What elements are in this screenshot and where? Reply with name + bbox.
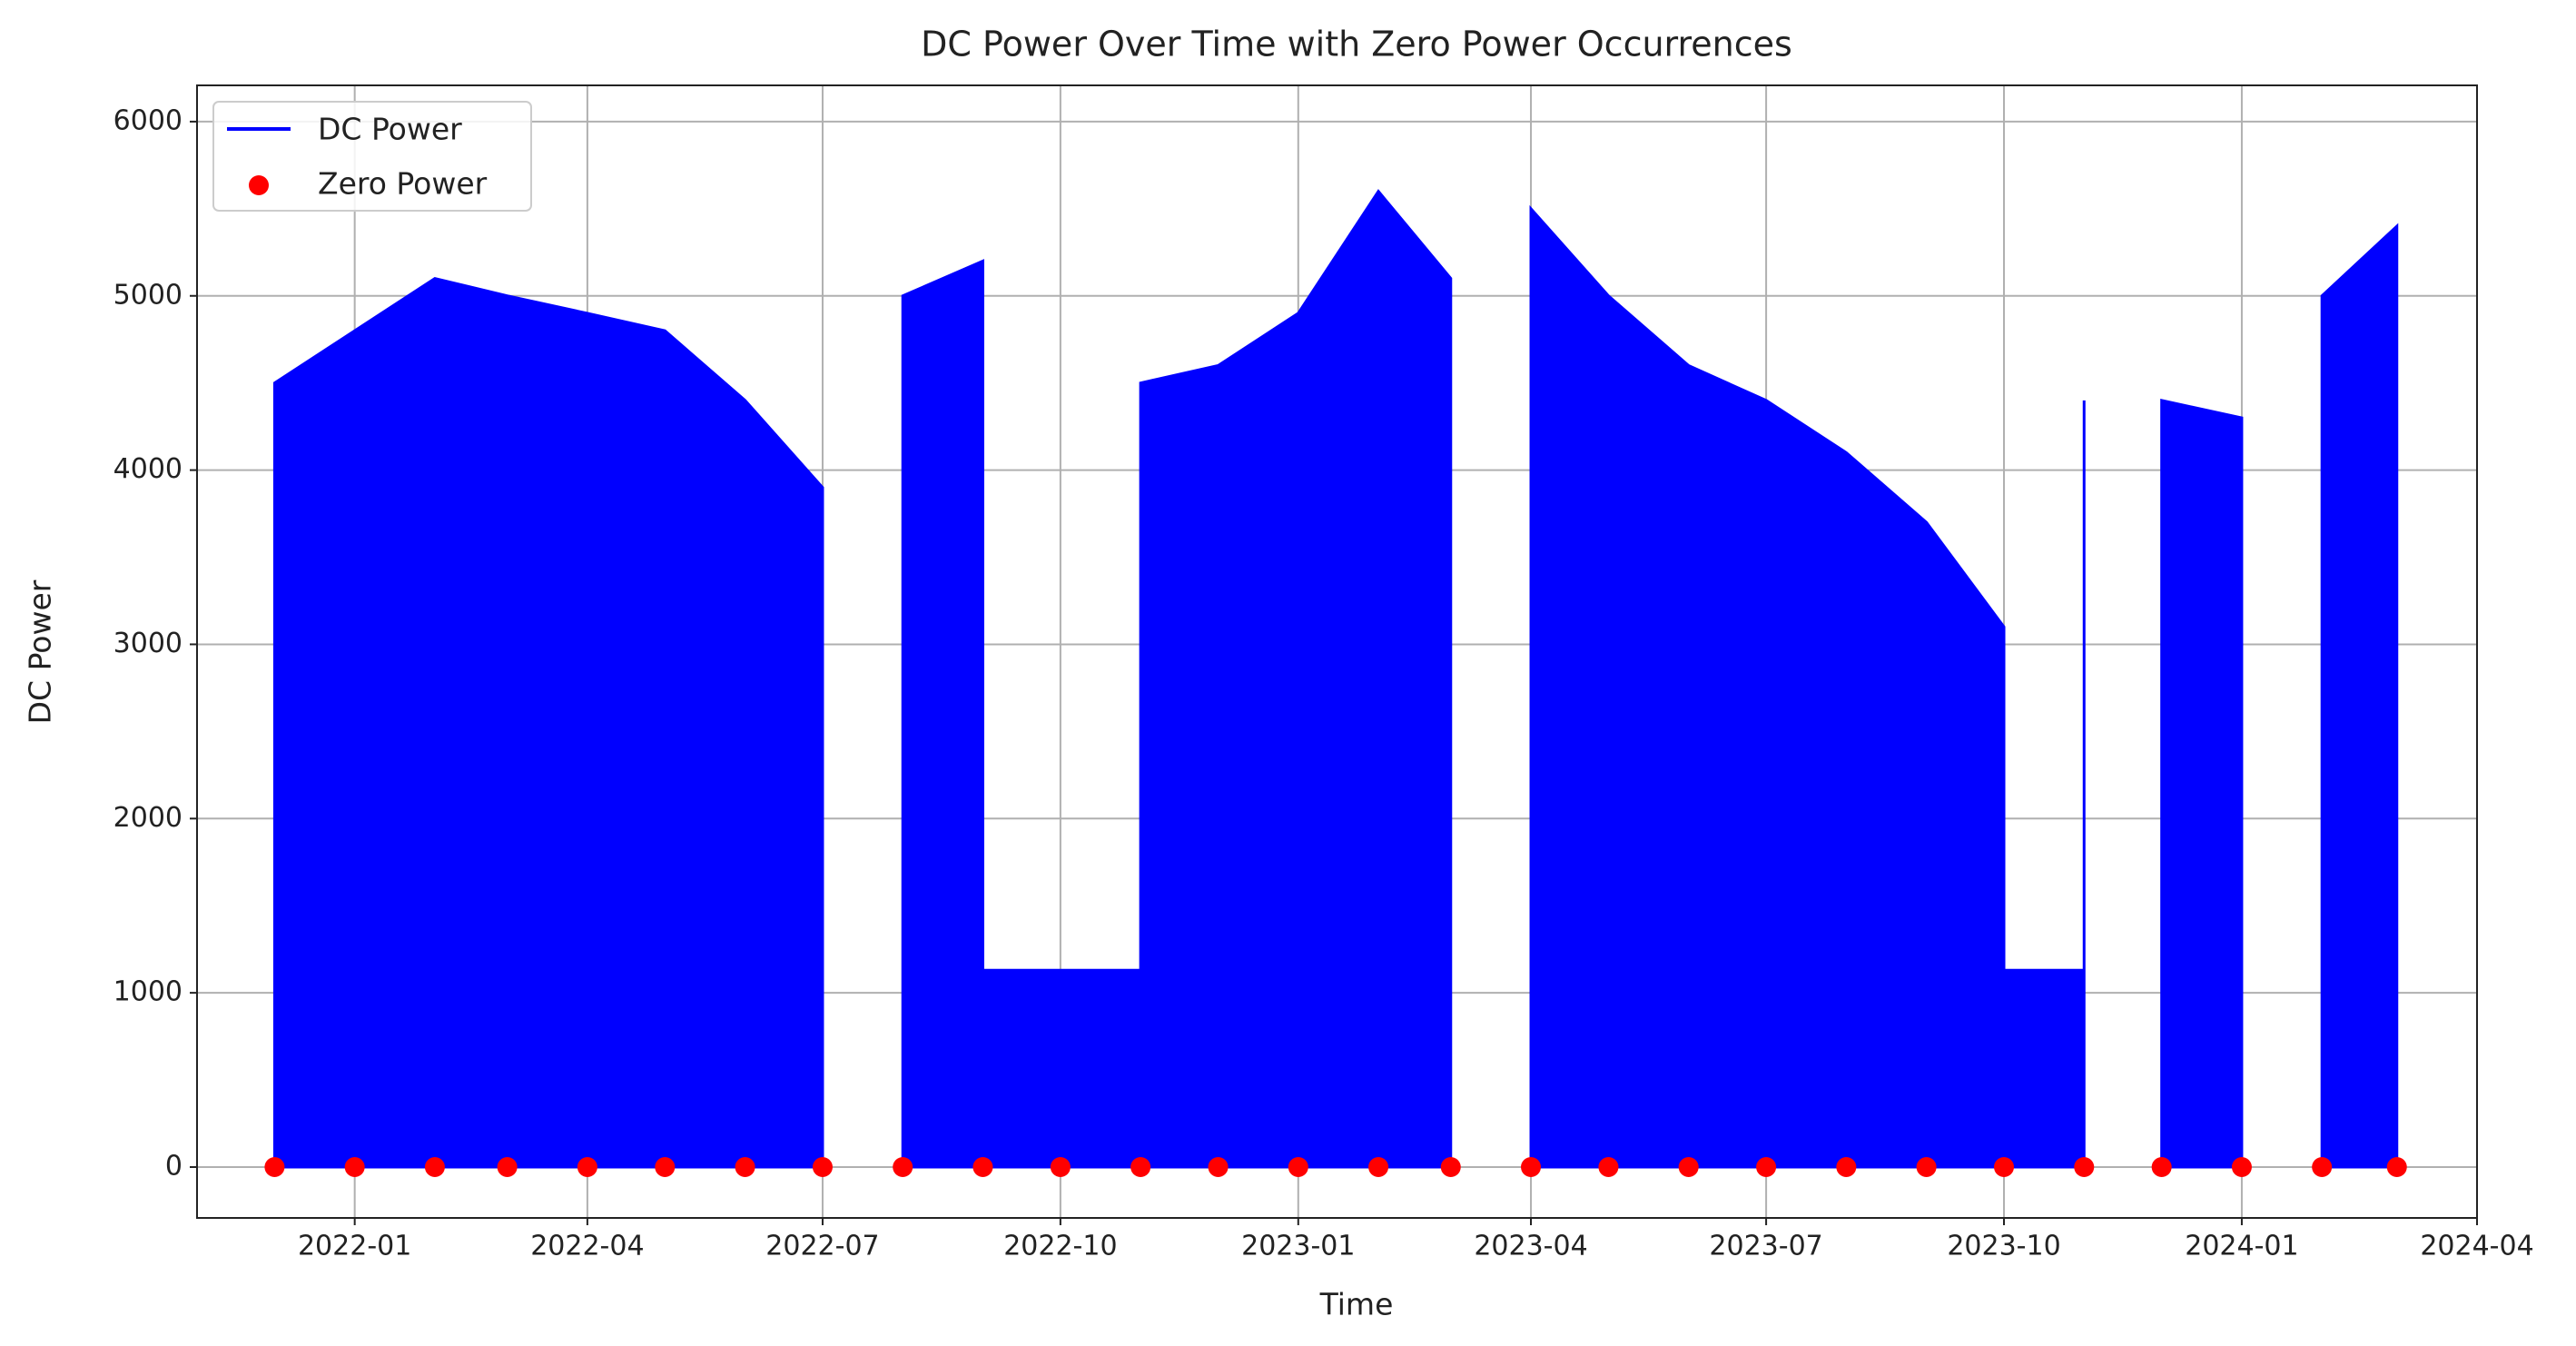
zero-point — [1288, 1156, 1308, 1177]
zero-point — [344, 1156, 365, 1177]
x-tick-label: 2024-04 — [2420, 1231, 2533, 1262]
x-tick-label: 2023-07 — [1709, 1231, 1822, 1262]
zero-point — [1521, 1156, 1542, 1177]
line — [272, 276, 824, 1169]
chart-title: DC Power Over Time with Zero Power Occur… — [921, 25, 1792, 64]
zero-point — [424, 1156, 445, 1177]
zero-point — [264, 1156, 285, 1177]
x-tick-label: 2023-01 — [1241, 1231, 1355, 1262]
zero-point — [2386, 1156, 2407, 1177]
x-tick-label: 2022-04 — [530, 1231, 644, 1262]
legend: DC Power Zero Power — [212, 101, 532, 212]
zero-point — [1678, 1156, 1699, 1177]
x-tick-label: 2023-04 — [1474, 1231, 1587, 1262]
x-tick-label: 2022-10 — [1003, 1231, 1117, 1262]
legend-marker — [249, 175, 269, 195]
line — [1529, 204, 2006, 1169]
y-tick-label: 5000 — [114, 279, 183, 311]
zero-point — [1050, 1156, 1071, 1177]
zero-point — [972, 1156, 993, 1177]
legend-box — [212, 101, 532, 212]
line — [2160, 398, 2244, 1169]
zero-point — [1440, 1156, 1461, 1177]
y-tick-label: 3000 — [114, 628, 183, 659]
plot-frame — [196, 84, 2478, 1219]
x-tick-label: 2024-01 — [2185, 1231, 2298, 1262]
zero-point — [1916, 1156, 1937, 1177]
x-tick-label: 2023-10 — [1947, 1231, 2060, 1262]
zero-point — [1368, 1156, 1389, 1177]
zero-point — [2231, 1156, 2252, 1177]
zero-point — [812, 1156, 833, 1177]
zero-point — [1598, 1156, 1619, 1177]
zero-point — [1994, 1156, 2015, 1177]
line — [901, 189, 1453, 1169]
zero-point — [1756, 1156, 1777, 1177]
y-tick-label: 6000 — [114, 104, 183, 136]
y-tick-label: 2000 — [114, 802, 183, 834]
zero-point — [655, 1156, 676, 1177]
y-tick-label: 0 — [165, 1150, 183, 1182]
zero-point — [1836, 1156, 1857, 1177]
line — [2002, 400, 2086, 1169]
line — [2320, 223, 2399, 1169]
legend-label: DC Power — [318, 112, 462, 147]
y-axis-label: DC Power — [23, 579, 58, 724]
x-tick-label: 2022-01 — [298, 1231, 411, 1262]
legend-label: Zero Power — [318, 166, 488, 202]
zero-point — [497, 1156, 518, 1177]
y-tick-label: 4000 — [114, 453, 183, 485]
y-tick-label: 1000 — [114, 976, 183, 1008]
zero-point — [2151, 1156, 2172, 1177]
zero-point — [2074, 1156, 2095, 1177]
zero-point — [735, 1156, 755, 1177]
zero-point — [577, 1156, 597, 1177]
zero-point — [2312, 1156, 2333, 1177]
zero-point — [1130, 1156, 1151, 1177]
zero-point — [893, 1156, 913, 1177]
zero-point — [1208, 1156, 1229, 1177]
x-tick-label: 2022-07 — [765, 1231, 879, 1262]
x-axis-label: Time — [1319, 1287, 1394, 1322]
